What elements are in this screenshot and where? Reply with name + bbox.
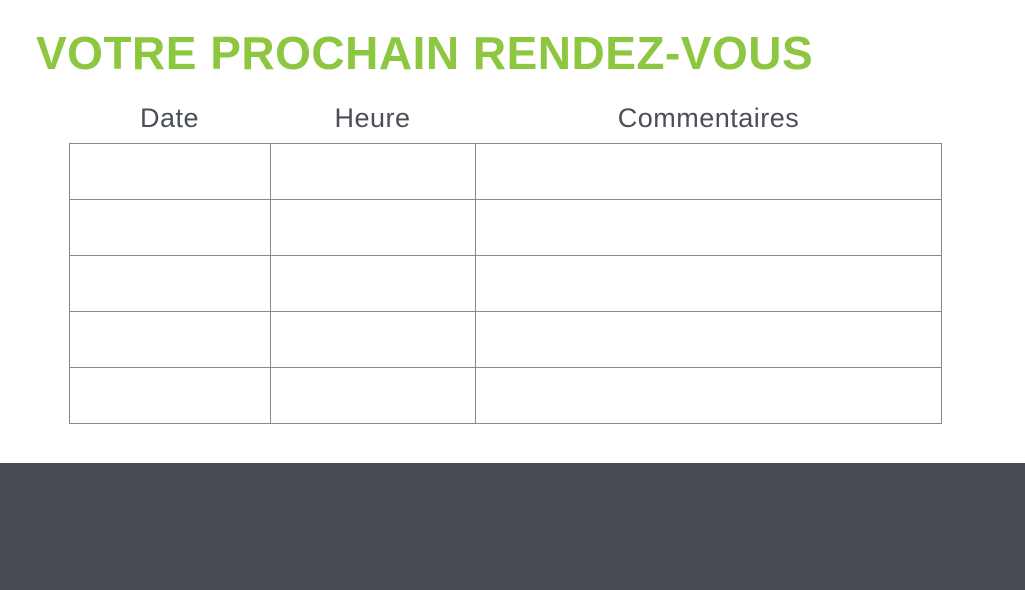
table-cell [475,311,942,368]
table-cell [475,199,942,256]
table-cell [270,199,476,256]
table-cell [270,143,476,200]
table-cell [475,255,942,312]
table-cell [69,143,271,200]
column-header-commentaires: Commentaires [617,102,800,133]
table-cell [270,367,476,424]
table-cell [69,311,271,368]
column-header-heure: Heure [334,102,411,133]
table-cell [270,255,476,312]
appointments-table-body [69,143,942,424]
column-header-date: Date [139,102,200,133]
page-title: VOTRE PROCHAIN RENDEZ-VOUS [36,27,814,79]
table-row [69,143,942,200]
table-cell [270,311,476,368]
table-cell [475,367,942,424]
table-row [69,255,942,312]
table-cell [475,143,942,200]
table-row [69,311,942,368]
table-cell [69,199,271,256]
table-cell [69,367,271,424]
footer-band [0,463,1025,590]
table-cell [69,255,271,312]
table-column-headers: Date Heure Commentaires [69,99,942,137]
table-row [69,367,942,424]
appointments-table [69,143,942,424]
table-row [69,199,942,256]
